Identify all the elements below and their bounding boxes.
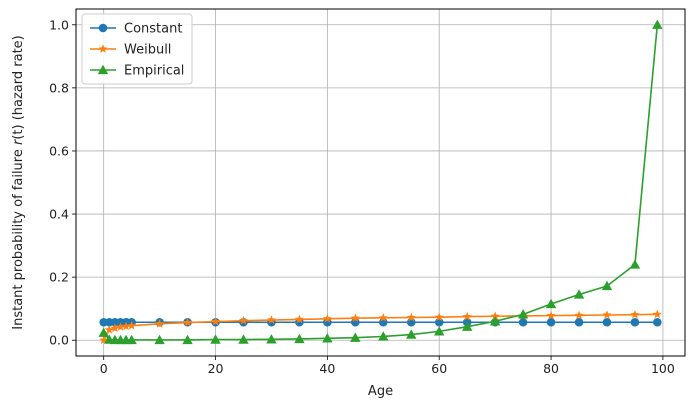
legend-label: Empirical [124,64,184,79]
axis-ticks: 0 20 40 60 80 100 0.0 0.2 0.4 0.6 0.8 1.0 [49,17,675,376]
data-point [322,333,333,343]
data-point [461,321,473,331]
x-axis-label: Age [368,384,393,399]
data-point [653,317,662,327]
y-axis-label-prefix: Instant probability of failure [11,145,26,330]
legend-marker [97,64,109,75]
data-point [110,323,120,333]
legend-label: Constant [124,22,182,37]
data-point [115,322,126,331]
grid-lines [76,9,685,356]
legend: Constant Weibull Empirical [81,13,193,85]
legend-item: Weibull [90,43,171,58]
data-point [182,334,193,345]
data-point [294,333,305,344]
data-point [545,298,557,309]
data-point [546,310,556,320]
x-tick-label: 0 [100,361,108,376]
data-point [574,317,584,327]
y-tick-label: 0.8 [49,80,69,95]
y-tick-label: 0.6 [49,143,69,158]
data-point [406,312,416,322]
data-point [652,19,663,29]
data-point [517,309,529,319]
series-empirical [98,19,663,345]
data-point [322,313,332,323]
data-point [630,317,640,327]
data-point [629,259,641,269]
data-point [406,329,417,339]
data-point [210,316,221,326]
data-point [602,317,612,327]
y-axis-label-suffix: (t) (hazard rate) [11,35,26,139]
data-point [104,325,114,334]
data-point [266,315,277,324]
data-point [350,332,361,342]
y-axis-label: Instant probability of failure r(t) (haz… [11,35,26,330]
legend-item: Constant [90,22,182,37]
y-tick-label: 0.0 [49,333,69,348]
data-point [210,334,221,344]
data-point [378,331,389,341]
data-point [266,334,277,344]
data-point [601,280,613,291]
data-point [490,311,500,321]
data-point [127,320,137,330]
data-point [350,313,360,323]
data-point [238,334,249,344]
data-point [183,317,193,327]
data-point [154,334,165,345]
x-tick-label: 60 [431,361,447,376]
legend-marker [98,44,108,53]
data-point [434,326,445,336]
data-point [99,335,109,345]
y-tick-label: 1.0 [49,17,69,32]
x-tick-label: 20 [208,361,224,376]
y-tick-label: 0.4 [49,207,69,222]
x-tick-label: 80 [543,361,559,376]
data-point [574,310,584,320]
data-point [294,314,304,324]
x-tick-label: 100 [651,361,675,376]
data-point [323,317,332,327]
data-point [378,313,388,322]
data-point [652,309,662,319]
data-point [155,319,165,328]
data-point [126,334,137,345]
legend-marker [98,23,108,33]
data-point [462,311,472,321]
data-point [489,316,501,326]
series-weibull [99,309,662,345]
data-point [434,312,444,322]
data-point [121,321,131,331]
x-tick-label: 40 [319,361,335,376]
data-point [434,317,444,327]
data-point [546,317,556,327]
plot-series [98,19,663,345]
data-point [238,315,249,325]
data-point [98,327,109,337]
legend-item: Empirical [90,64,184,79]
y-tick-label: 0.2 [49,270,69,285]
y-axis-label-variable: r [11,138,26,145]
plot-frame [75,8,686,357]
data-point [573,289,585,299]
legend-label: Weibull [124,43,171,58]
data-point [630,309,640,319]
legend-box [81,13,193,85]
data-point [518,317,528,327]
data-point [602,310,612,319]
